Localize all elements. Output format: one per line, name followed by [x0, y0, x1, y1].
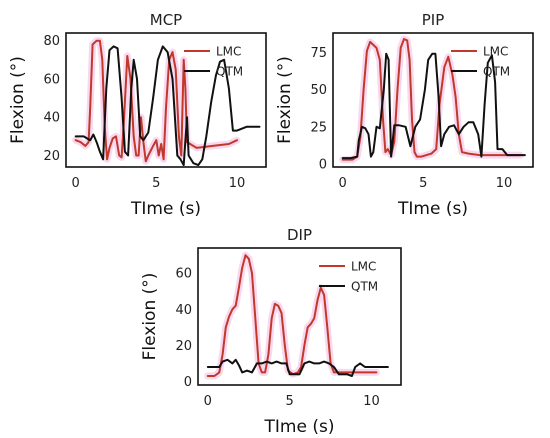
dip-legend-qtm-label: QTM: [351, 280, 378, 294]
dip-series-lmc-line: [206, 254, 378, 377]
pip-y-tick-label: 75: [310, 46, 327, 61]
dip-series-qtm-line: [206, 358, 389, 377]
pip-x-tick-label: 10: [496, 176, 513, 191]
mcp-plot-frame: [65, 32, 267, 168]
pip-title: PIP: [422, 11, 445, 29]
dip-x-tick-label: 5: [286, 394, 294, 409]
pip-y-tick-label: 0: [319, 158, 327, 173]
pip-series-qtm-line: [341, 52, 526, 160]
pip-y-axis-label: Flexion (°): [275, 56, 295, 144]
mcp-x-tick-label: 0: [72, 176, 80, 191]
dip-y-tick-label: 60: [175, 267, 192, 282]
dip-y-axis-label: Flexion (°): [140, 273, 160, 361]
dip-y-tick-label: 20: [175, 339, 192, 354]
dip-title: DIP: [287, 226, 312, 244]
mcp-y-tick-label: 20: [43, 149, 60, 164]
dip-plot-frame: [197, 247, 402, 386]
dip-x-axis-label: TIme (s): [264, 417, 335, 437]
mcp-legend-lmc-label: LMC: [216, 45, 241, 59]
pip-x-tick-label: 5: [419, 176, 427, 191]
pip-legend-qtm-label: QTM: [483, 65, 510, 79]
dip-y-tick-label: 0: [184, 375, 192, 390]
mcp-y-tick-label: 40: [43, 111, 60, 126]
mcp-x-axis-label: TIme (s): [130, 199, 201, 219]
mcp-title: MCP: [150, 11, 182, 29]
mcp-y-tick-label: 60: [43, 72, 60, 87]
pip-x-tick-label: 0: [339, 176, 347, 191]
mcp-x-tick-label: 5: [152, 176, 160, 191]
pip-series-lmc-line: [341, 38, 522, 161]
dip-x-tick-label: 10: [363, 394, 380, 409]
mcp-y-tick-label: 80: [43, 34, 60, 49]
pip-y-tick-label: 25: [310, 120, 327, 135]
pip-y-tick-label: 50: [310, 83, 327, 98]
pip-x-axis-label: TIme (s): [397, 199, 468, 219]
dip-legend-lmc-label: LMC: [351, 260, 376, 274]
pip-plot-frame: [332, 32, 534, 168]
mcp-series-qtm-line: [74, 45, 261, 167]
dip-y-tick-label: 40: [175, 303, 192, 318]
mcp-x-tick-label: 10: [229, 176, 246, 191]
pip-legend-lmc-label: LMC: [483, 45, 508, 59]
mcp-y-axis-label: Flexion (°): [8, 56, 28, 144]
dip-x-tick-label: 0: [204, 394, 212, 409]
mcp-legend-qtm-label: QTM: [216, 65, 243, 79]
